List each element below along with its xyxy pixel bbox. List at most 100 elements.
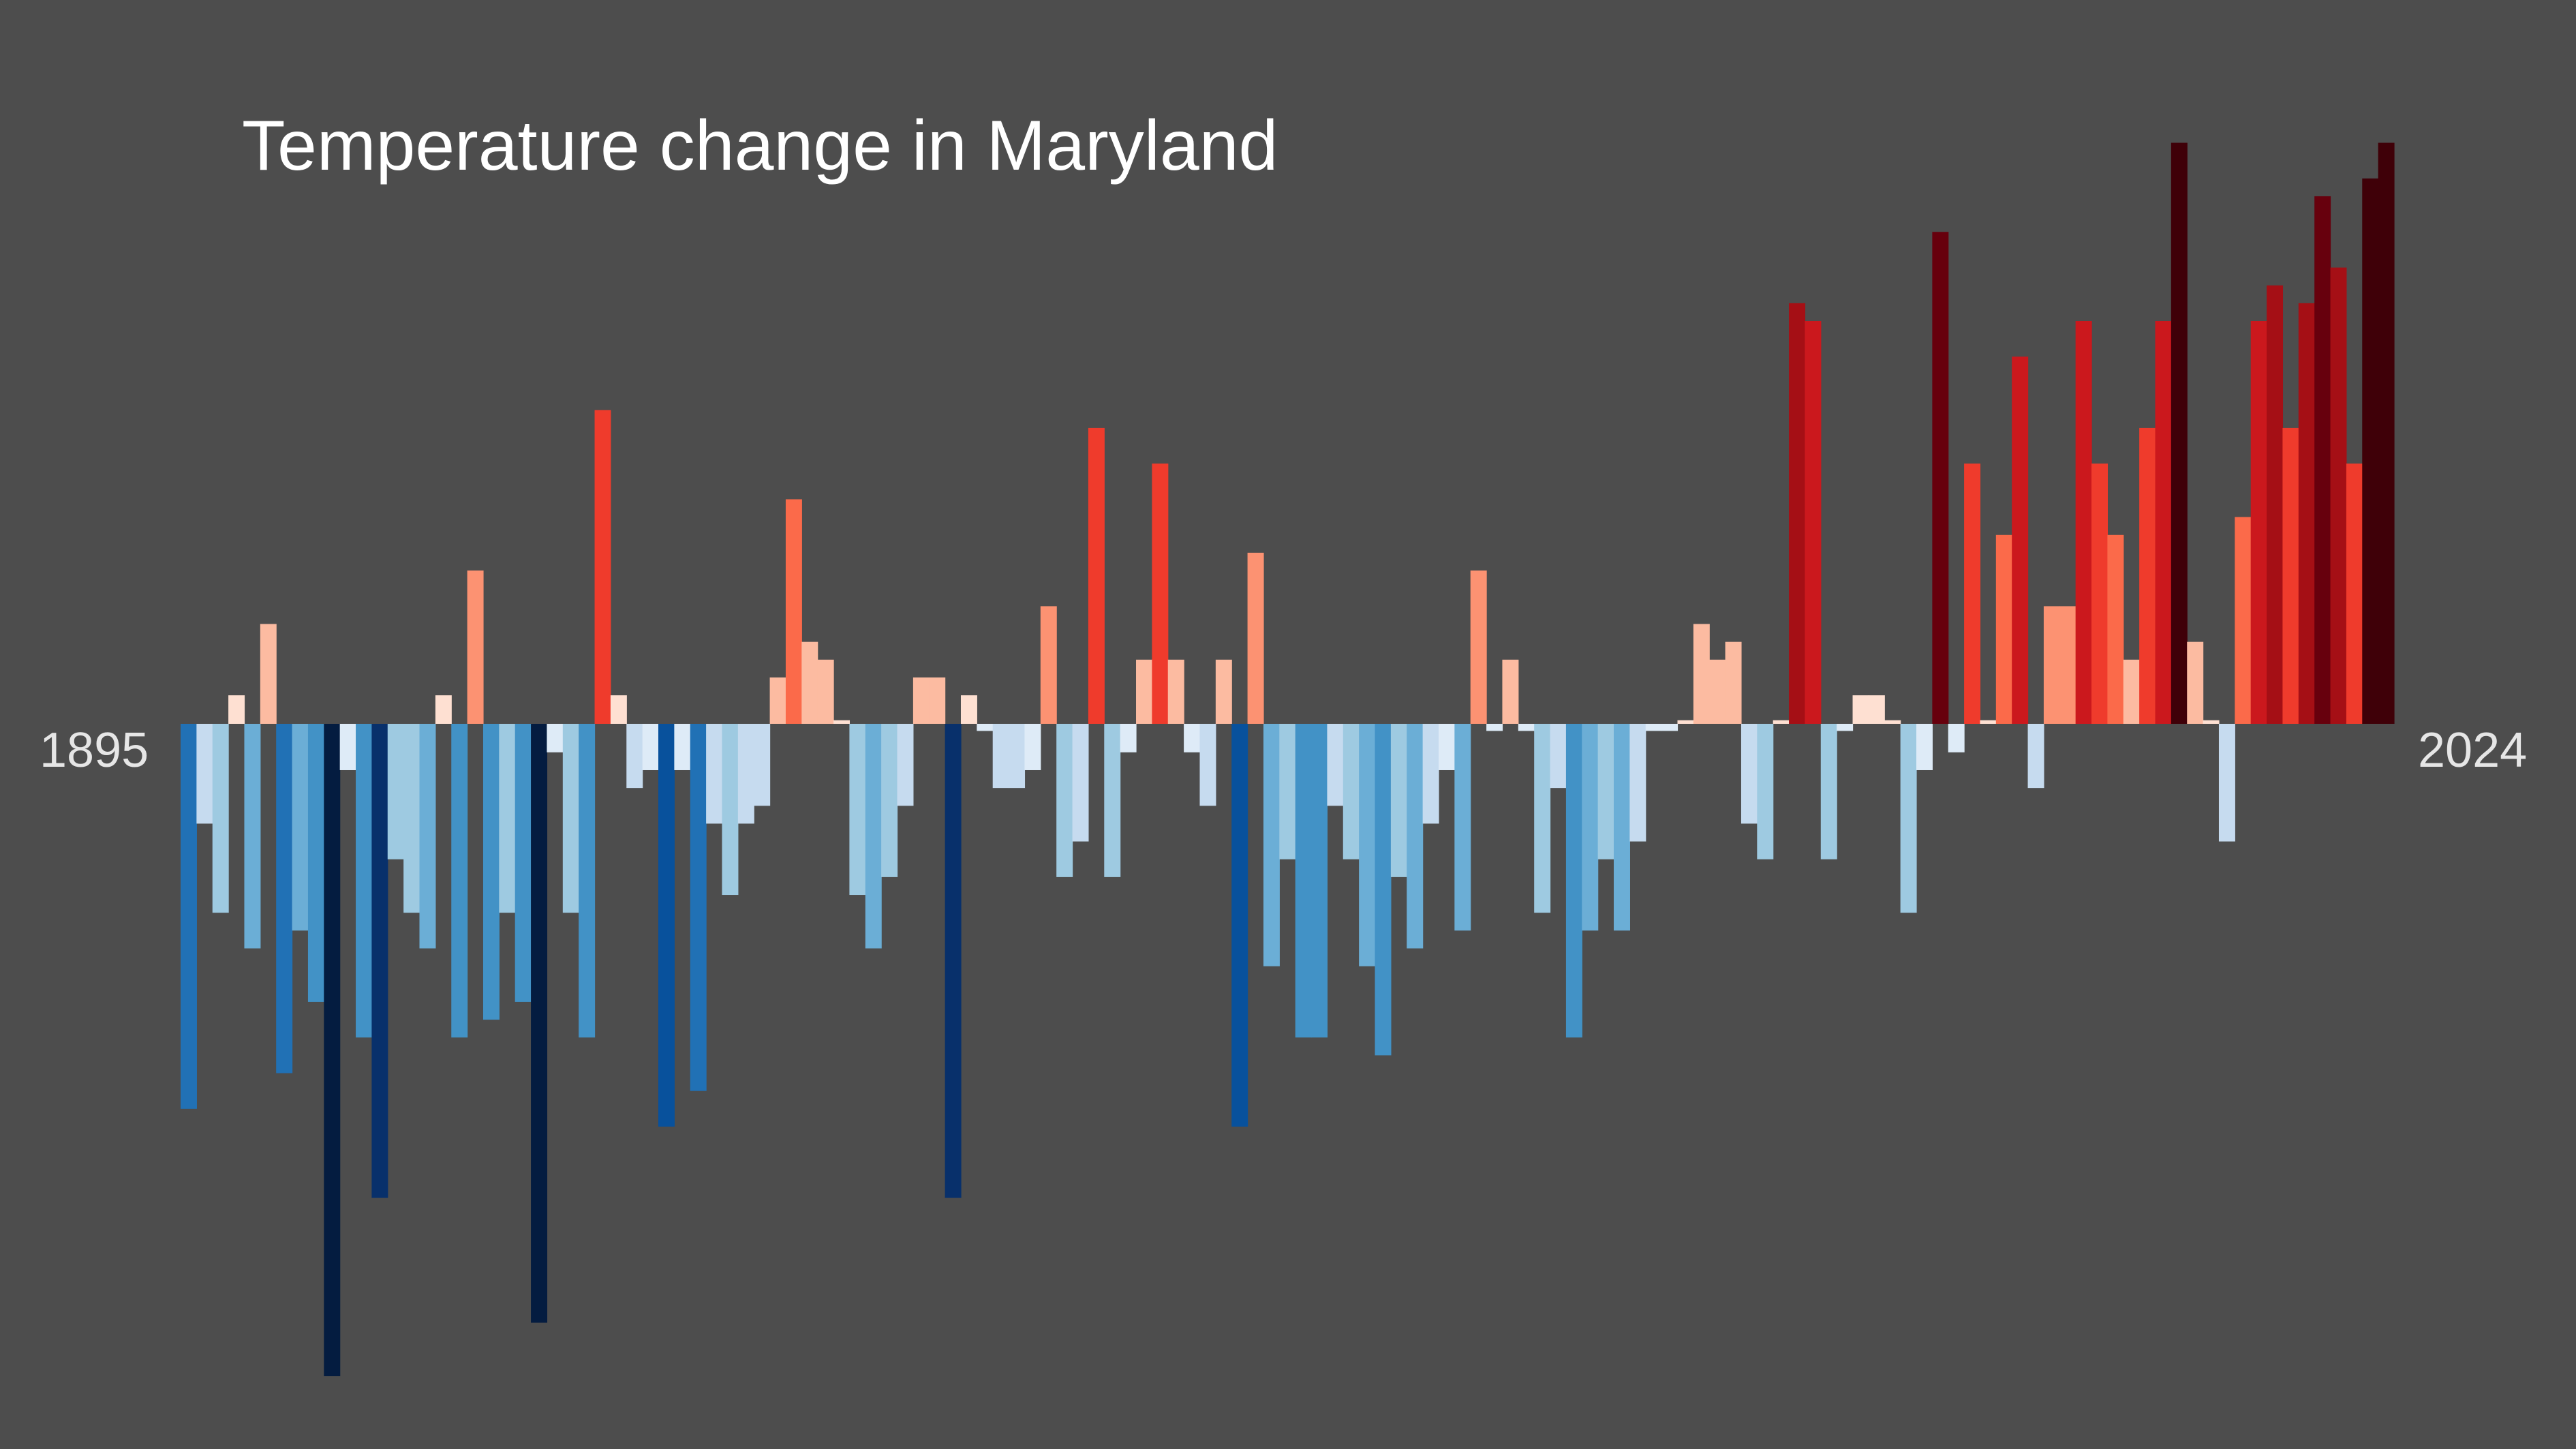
year-bar-1907 — [371, 724, 388, 1198]
year-bar-1984 — [1597, 724, 1614, 859]
year-bar-1920 — [579, 724, 596, 1038]
year-bar-2004 — [1916, 724, 1933, 770]
year-bar-1936 — [833, 720, 850, 724]
year-bar-1971 — [1390, 724, 1407, 877]
year-bar-1959 — [1199, 724, 1216, 806]
year-bar-1943 — [945, 724, 962, 1198]
year-bar-1988 — [1661, 724, 1678, 731]
year-bar-1928 — [706, 724, 723, 824]
year-bar-1967 — [1327, 724, 1344, 806]
year-bar-1938 — [865, 724, 882, 949]
year-bar-1993 — [1741, 724, 1758, 824]
year-bar-1994 — [1757, 724, 1774, 859]
year-bar-1917 — [531, 724, 548, 1323]
year-bar-1931 — [754, 724, 771, 806]
year-bar-1954 — [1120, 724, 1137, 752]
year-bar-1985 — [1614, 724, 1630, 931]
year-bar-1957 — [1167, 659, 1184, 724]
year-bar-2023 — [2218, 724, 2235, 842]
year-bar-1944 — [960, 695, 977, 724]
year-bar-2033 — [2378, 142, 2395, 724]
year-bar-1948 — [1024, 724, 1041, 770]
year-bar-2032 — [2362, 178, 2379, 724]
year-bar-1980 — [1534, 724, 1551, 913]
year-bar-1972 — [1407, 724, 1424, 949]
year-bar-1995 — [1773, 720, 1790, 724]
year-bar-1937 — [849, 724, 866, 896]
year-bar-1965 — [1295, 724, 1312, 1038]
year-bar-1925 — [658, 724, 675, 1127]
year-bar-2031 — [2346, 463, 2363, 724]
year-bar-1978 — [1502, 659, 1519, 724]
year-bar-1986 — [1629, 724, 1646, 842]
year-bar-1991 — [1709, 659, 1726, 724]
year-bar-1966 — [1311, 724, 1328, 1038]
year-bar-1904 — [324, 724, 341, 1377]
year-bar-1933 — [785, 499, 802, 724]
year-bar-1997 — [1805, 321, 1822, 724]
year-bar-2011 — [2027, 724, 2044, 789]
year-bar-1918 — [547, 724, 564, 752]
year-bar-1915 — [499, 724, 516, 913]
year-bar-2028 — [2298, 303, 2315, 724]
year-bar-1927 — [690, 724, 707, 1091]
year-bar-1908 — [387, 724, 404, 859]
year-bar-2018 — [2139, 427, 2156, 724]
year-bar-1950 — [1056, 724, 1073, 877]
year-bar-2029 — [2314, 196, 2331, 724]
year-bar-1895 — [181, 724, 197, 1109]
year-bar-1924 — [642, 724, 659, 770]
year-bar-1983 — [1582, 724, 1599, 931]
year-bar-1999 — [1837, 724, 1854, 731]
year-bar-2014 — [2075, 321, 2092, 724]
year-bar-1996 — [1789, 303, 1806, 724]
year-bar-1961 — [1231, 724, 1248, 1127]
year-bar-1976 — [1470, 570, 1487, 724]
year-bar-1916 — [515, 724, 532, 1002]
year-bar-2022 — [2203, 720, 2220, 724]
year-bar-1922 — [610, 695, 627, 724]
year-bar-2010 — [2012, 356, 2029, 724]
year-bar-1987 — [1645, 724, 1662, 731]
year-bar-1926 — [674, 724, 691, 770]
year-bar-1930 — [737, 724, 754, 824]
year-bar-1903 — [307, 724, 324, 1002]
year-bar-1910 — [419, 724, 436, 949]
year-bar-1958 — [1184, 724, 1201, 752]
year-bar-1975 — [1454, 724, 1471, 931]
year-bar-1919 — [562, 724, 579, 913]
year-bar-2008 — [1980, 720, 1997, 724]
year-bar-2003 — [1900, 724, 1917, 913]
year-bar-2006 — [1948, 724, 1965, 752]
year-bar-1998 — [1820, 724, 1837, 859]
year-bar-2016 — [2107, 534, 2124, 724]
year-bar-1941 — [913, 677, 930, 724]
year-bar-1929 — [722, 724, 739, 896]
year-bar-1899 — [244, 724, 261, 949]
year-bar-1981 — [1550, 724, 1567, 789]
year-bar-1947 — [1009, 724, 1026, 789]
year-bar-1970 — [1375, 724, 1392, 1056]
year-bar-1968 — [1343, 724, 1360, 859]
year-bar-1909 — [403, 724, 420, 913]
year-bar-1902 — [292, 724, 309, 931]
year-bar-1979 — [1518, 724, 1535, 731]
year-bar-2005 — [1932, 232, 1949, 724]
year-bar-1953 — [1104, 724, 1121, 877]
year-bar-1989 — [1677, 720, 1694, 724]
year-bar-2017 — [2123, 659, 2140, 724]
year-bar-2015 — [2091, 463, 2108, 724]
year-bar-2021 — [2187, 641, 2204, 724]
year-bar-1974 — [1438, 724, 1455, 770]
year-bar-1964 — [1279, 724, 1296, 859]
year-bar-1969 — [1359, 724, 1376, 966]
year-bar-1939 — [881, 724, 898, 877]
year-bar-1951 — [1072, 724, 1089, 842]
start-year-label: 1895 — [40, 723, 149, 778]
year-bar-1949 — [1040, 606, 1057, 724]
year-bar-1982 — [1565, 724, 1582, 1038]
end-year-label: 2024 — [2418, 723, 2528, 778]
year-bar-1992 — [1725, 641, 1742, 724]
year-bar-1906 — [356, 724, 373, 1038]
